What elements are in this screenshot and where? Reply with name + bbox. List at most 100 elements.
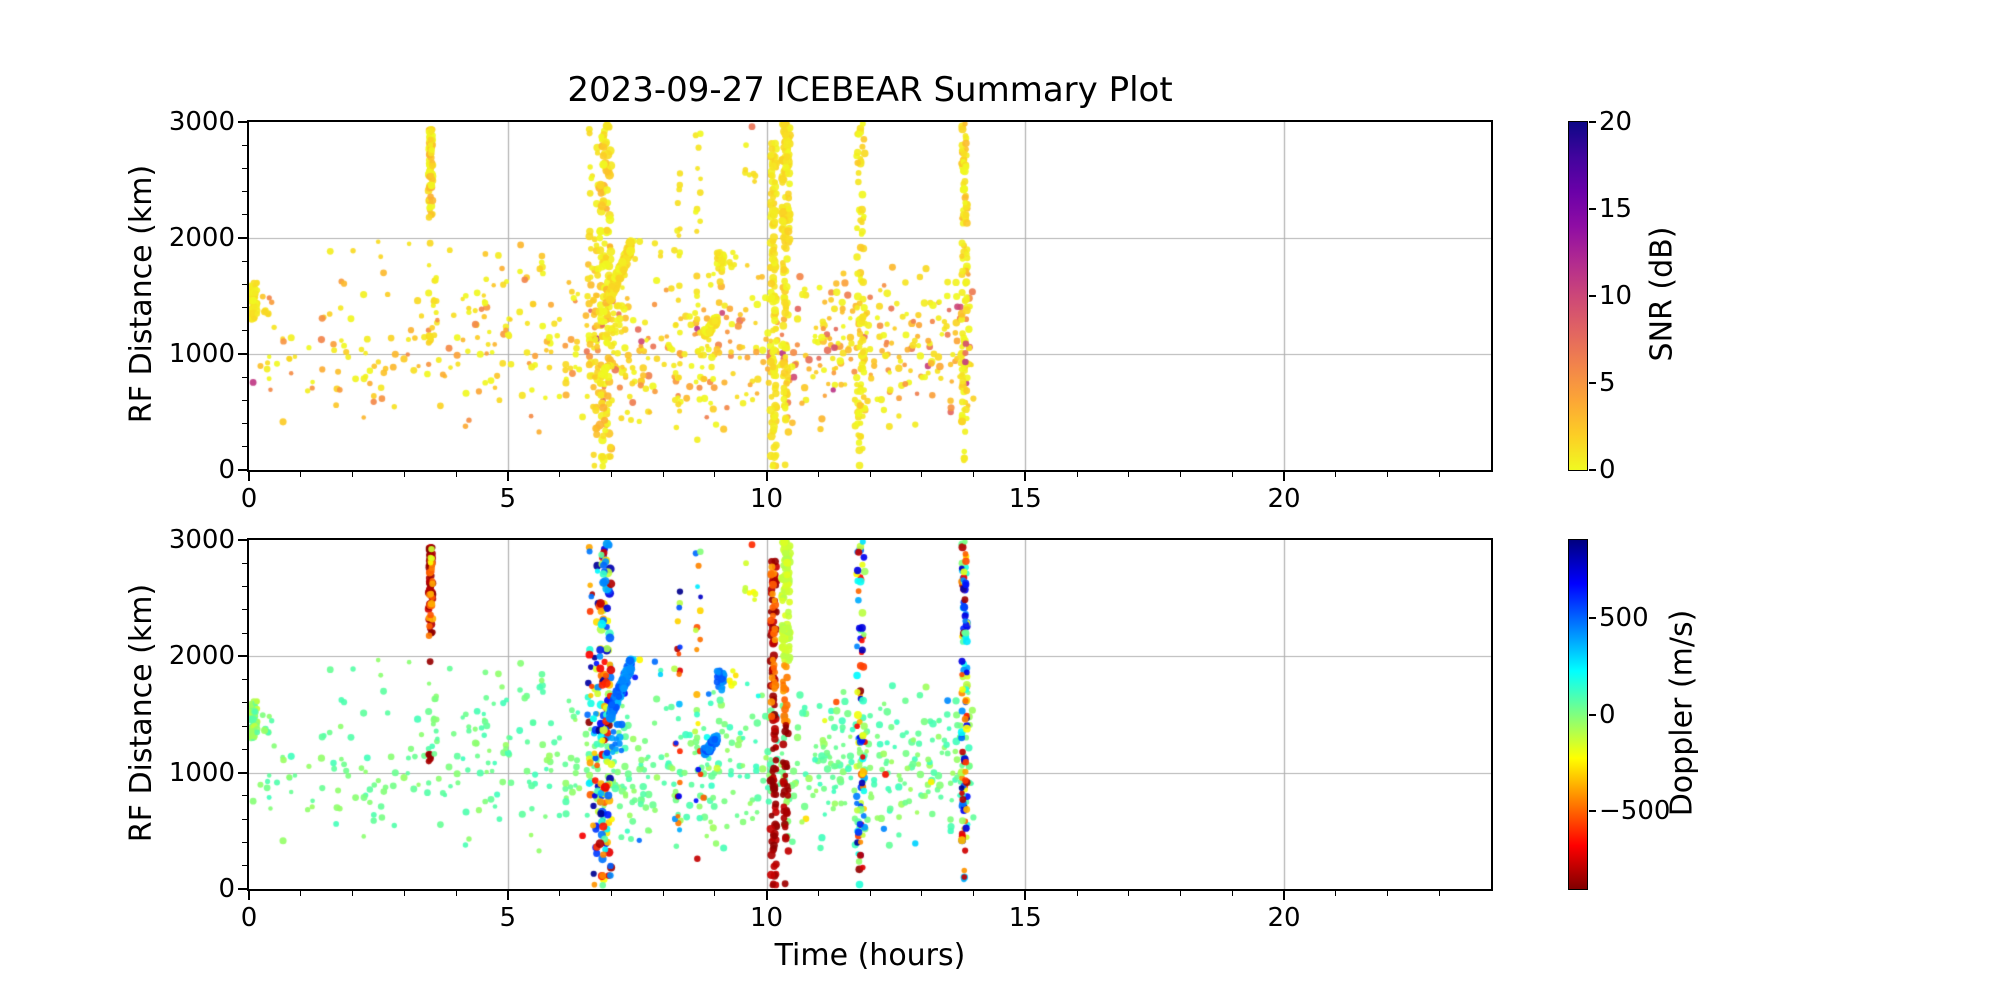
x-minor-tick [1231,891,1233,896]
y-minor-tick [242,167,247,169]
x-tick-label: 10 [749,903,784,933]
y-major-tick [238,539,247,541]
x-tick-label: 20 [1267,484,1301,514]
x-tick-label: 10 [749,484,784,514]
x-minor-tick [352,891,353,896]
colorbar-tick-label: 5 [1599,368,1616,398]
colorbar-tick [1589,295,1596,297]
x-tick-label: 20 [1267,903,1301,933]
y-major-tick [238,469,247,471]
x-minor-tick [1387,472,1388,477]
y-minor-tick [242,795,247,797]
doppler-scatter-canvas [249,540,1491,889]
x-axis-label: Time (hours) [774,938,966,973]
y-minor-tick [242,330,247,332]
y-tick-label: 3000 [168,525,235,555]
plot-title: 2023-09-27 ICEBEAR Summary Plot [567,70,1173,110]
y-tick-label: 2000 [168,223,235,253]
x-minor-tick [1180,472,1181,477]
colorbar-tick [1589,616,1596,619]
x-major-tick [248,891,250,900]
y-minor-tick [242,376,247,378]
x-minor-tick [352,472,353,477]
colorbar-tick-label: 15 [1599,194,1633,224]
y-tick-label: 0 [218,455,235,485]
y-minor-tick [242,307,247,309]
x-tick-label: 0 [240,484,258,514]
y-major-tick [238,121,247,123]
x-minor-tick [1438,472,1440,477]
x-minor-tick [1335,891,1337,896]
y-major-tick [238,237,247,239]
colorbar-tick-label: 0 [1599,455,1616,485]
doppler-colorbar-label: Doppler (m/s) [1664,609,1700,817]
y-minor-tick [242,399,247,401]
x-minor-tick [1438,891,1440,896]
x-minor-tick [1180,891,1181,896]
x-minor-tick [662,472,664,477]
x-tick-label: 5 [499,903,517,933]
x-minor-tick [714,891,716,896]
colorbar-tick-label: 20 [1599,107,1633,137]
y-tick-label: 1000 [168,339,235,369]
x-major-tick [506,472,509,481]
x-minor-tick [714,472,716,477]
snr-subplot [247,120,1493,472]
x-minor-tick [1076,891,1078,896]
colorbar-tick [1589,713,1596,716]
colorbar-tick-label: −500 [1599,796,1671,827]
colorbar-tick [1589,121,1596,123]
x-major-tick [765,472,768,481]
snr-colorbar [1568,120,1588,471]
y-tick-label: 0 [218,874,235,904]
x-major-tick [506,891,509,900]
colorbar-tick [1589,382,1596,384]
y-major-tick [238,771,247,774]
x-minor-tick [1387,891,1388,896]
x-minor-tick [817,472,819,477]
x-minor-tick [1128,891,1130,896]
y-minor-tick [242,562,247,564]
y-minor-tick [242,609,247,611]
x-tick-label: 5 [499,484,517,514]
y-minor-tick [242,632,247,634]
x-minor-tick [1335,472,1337,477]
x-minor-tick [610,472,612,477]
y-minor-tick [242,841,247,843]
x-minor-tick [403,891,405,896]
x-major-tick [765,891,768,900]
colorbar-tick-label: 500 [1599,602,1649,633]
y-minor-tick [242,260,247,262]
y-minor-tick [242,748,247,750]
x-tick-label: 15 [1008,484,1042,514]
colorbar-tick-label: 0 [1599,699,1616,730]
y-tick-label: 1000 [168,757,235,788]
y-major-tick [238,655,247,658]
y-minor-tick [242,818,247,820]
x-minor-tick [300,891,302,896]
x-major-tick [1024,472,1027,481]
x-minor-tick [973,891,974,896]
x-major-tick [1283,891,1285,900]
doppler-colorbar [1568,538,1588,890]
y-minor-tick [242,865,247,867]
x-minor-tick [973,472,974,477]
snr-scatter-canvas [249,122,1491,470]
y-tick-label: 3000 [168,107,235,137]
x-minor-tick [817,891,819,896]
y-minor-tick [242,725,247,727]
x-minor-tick [300,472,302,477]
x-minor-tick [1128,472,1130,477]
y-major-tick [238,353,247,355]
doppler-subplot [247,538,1493,891]
snr-y-axis-label: RF Distance (km) [124,164,159,424]
colorbar-tick-label: 10 [1599,281,1633,311]
x-tick-label: 0 [240,903,258,933]
x-minor-tick [869,891,871,896]
x-minor-tick [559,891,560,896]
x-major-tick [1024,891,1027,900]
x-minor-tick [1076,472,1078,477]
x-major-tick [1283,472,1285,481]
x-minor-tick [869,472,871,477]
y-minor-tick [242,283,247,285]
